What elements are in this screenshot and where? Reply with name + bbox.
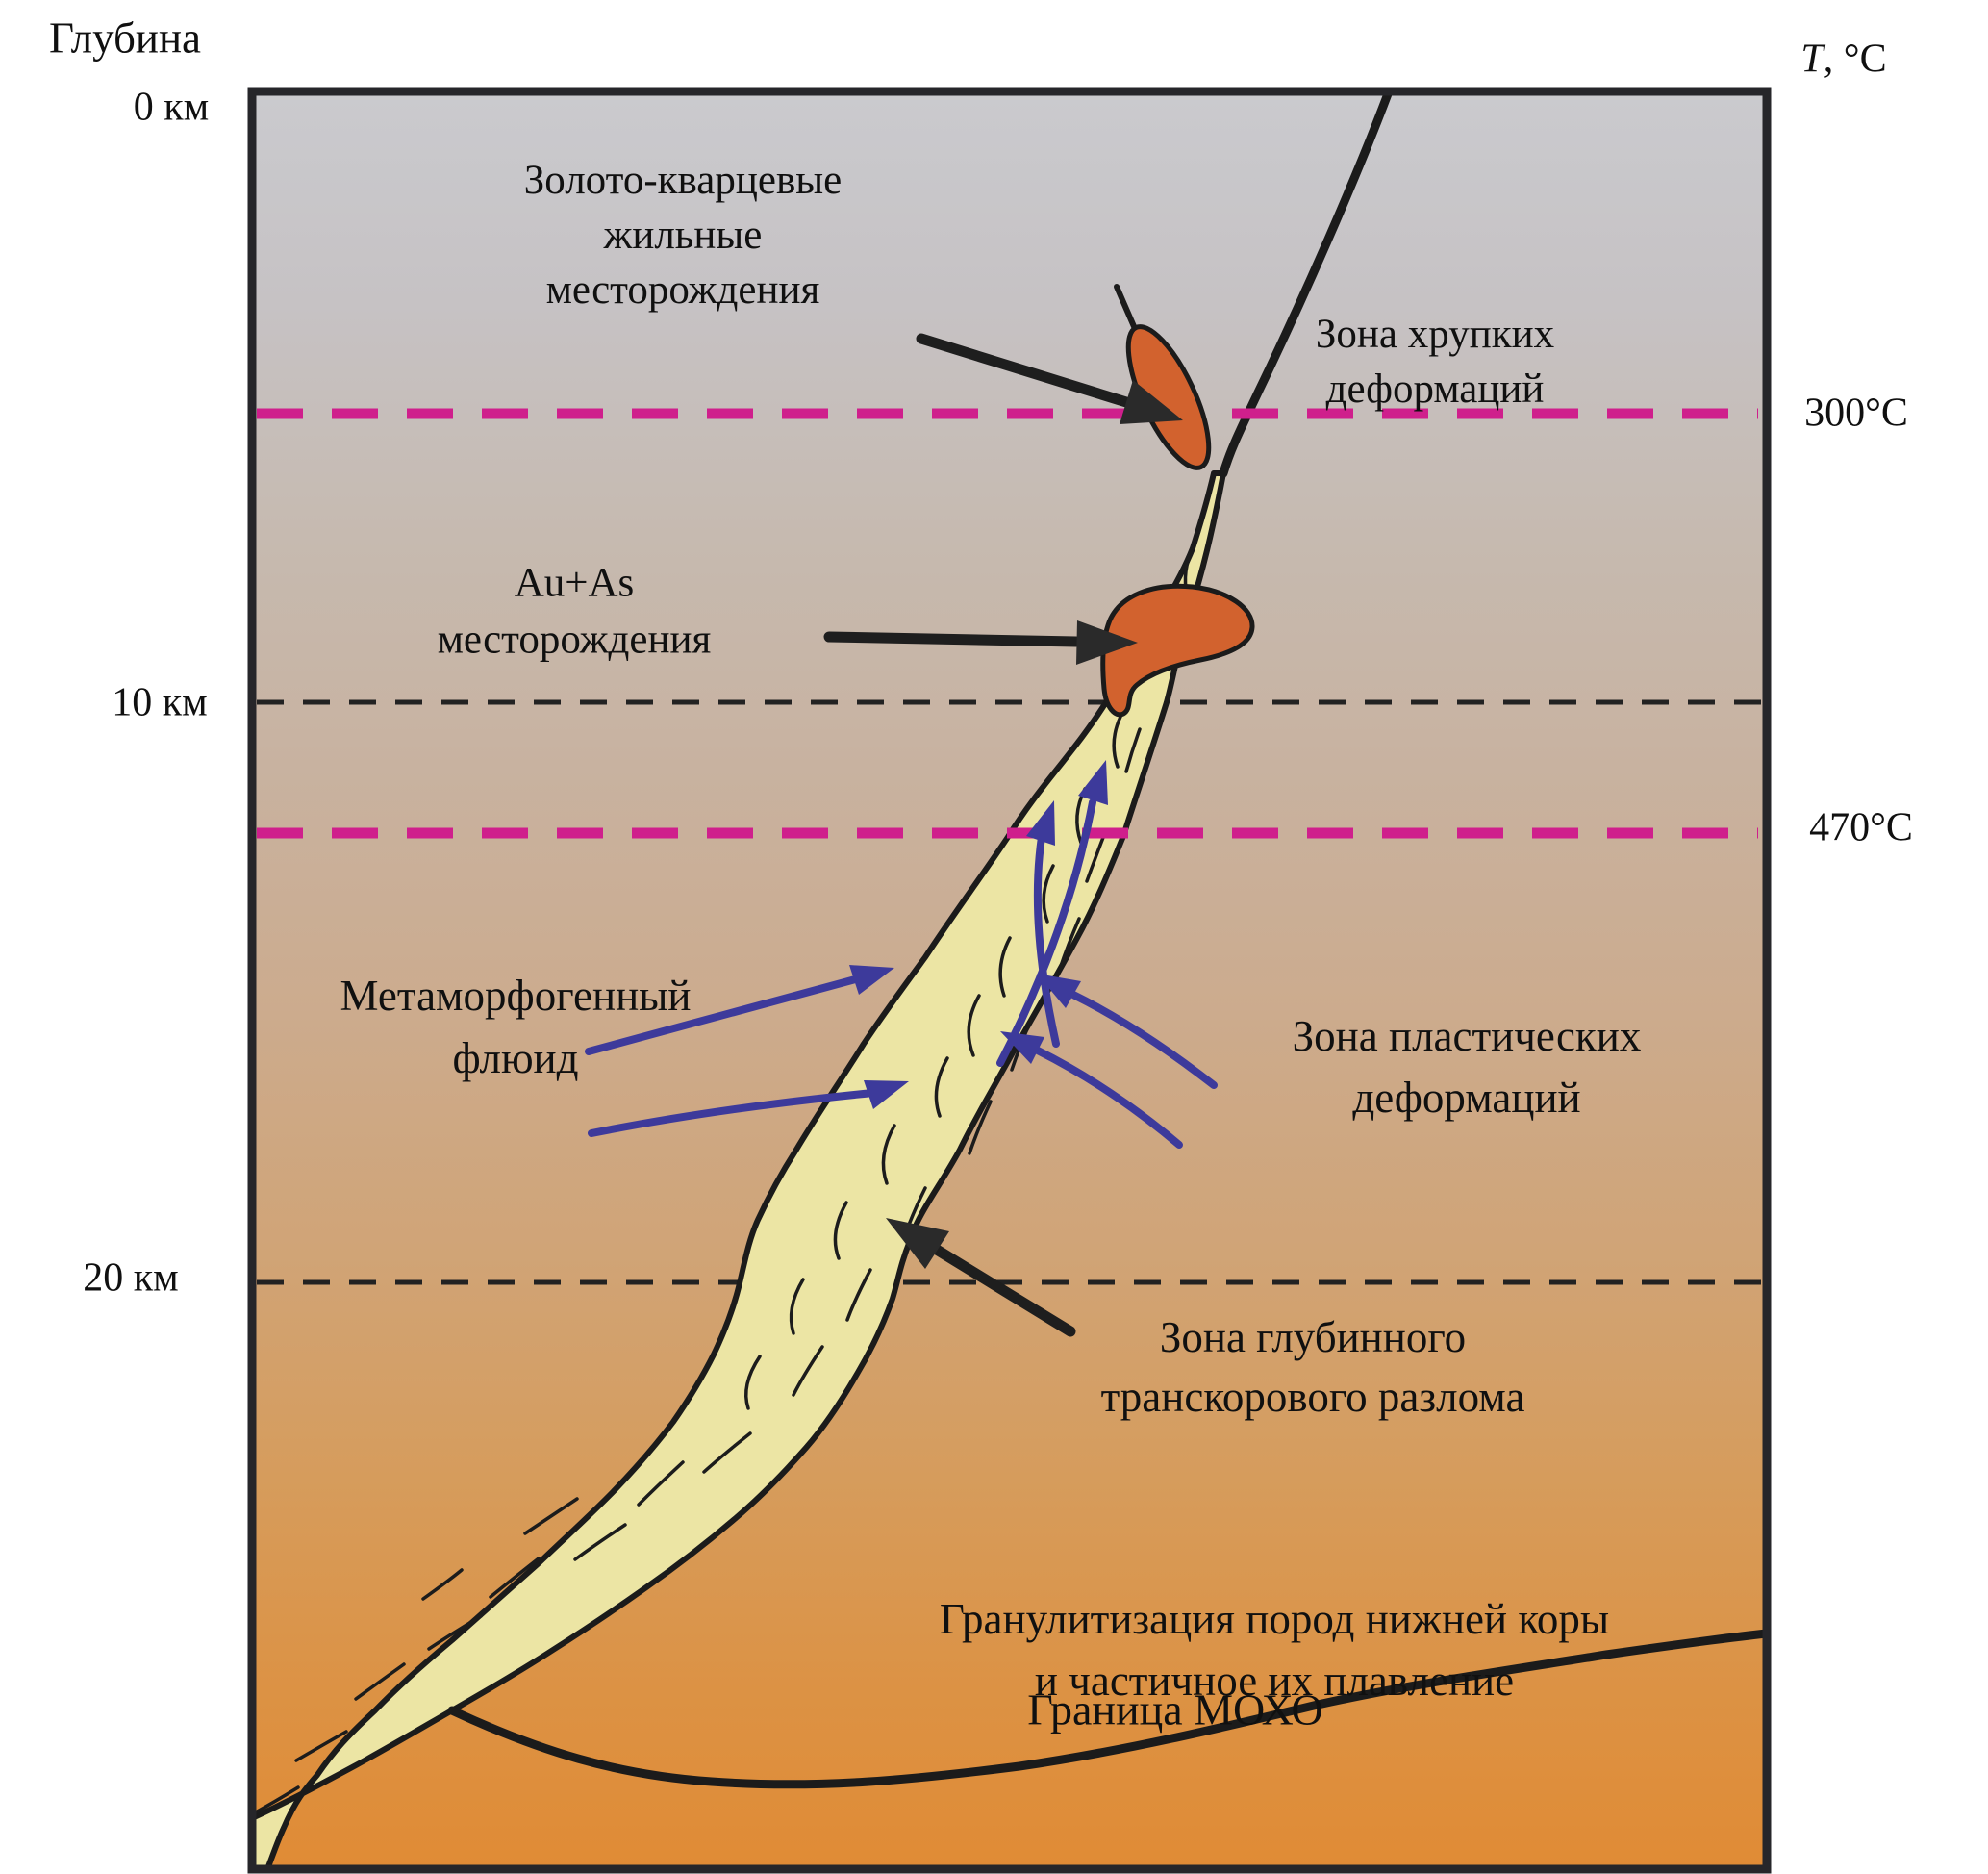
temp-tick-300: 300°C [1804,391,1908,436]
label-line: деформаций [1352,1074,1581,1122]
label-line: Зона глубинного [1159,1312,1467,1361]
annotation-arrows [823,333,1132,1337]
label-line: жильные [603,213,763,259]
fluid-arrow-right-1 [1069,991,1218,1089]
arrow-gold-quartz [916,333,1132,408]
depth-dashed-lines [257,699,1762,1285]
lens-feeder-line [1114,284,1139,334]
depth-tick-0km: 0 км [133,85,210,130]
fluid-arrows [585,798,1218,1149]
isotherm-dashed-lines [257,408,1758,839]
fluid-arrowheads [849,760,1108,1109]
label-line: и частичное их плавление [1034,1657,1515,1705]
temp-axis-symbol: T [1800,37,1824,82]
fault-zone-ribbon [249,470,1226,1872]
fluid-arrow-right-2 [1034,1047,1183,1149]
label-line: месторождения [437,618,712,663]
label-moho-boundary: Граница МОХО [1027,1684,1323,1735]
label-line: транскорового разлома [1100,1373,1525,1421]
label-line: Зона хрупких [1315,311,1555,357]
label-brittle-zone: Зона хрупких деформаций [1316,307,1554,417]
fracture-squiggles [250,551,1193,1816]
label-plastic-zone: Зона пластических деформаций [1293,1006,1642,1129]
depth-axis-title: Глубина [48,13,202,63]
arrow-deep-fault [931,1244,1076,1337]
temp-tick-470: 470°C [1809,805,1913,850]
arrow-au-as [823,631,1082,647]
label-metamorphic-fluid: Метаморфогенный флюид [340,965,691,1091]
temp-axis-unit: , °C [1823,37,1887,82]
label-deep-fault-zone: Зона глубинного транскорового разлома [1101,1307,1525,1427]
label-line: Au+As [514,560,635,606]
fluid-arrow-left-2 [588,1089,877,1137]
diagram-border [247,87,1772,1874]
fluid-arrow-inner-1 [996,798,1096,1067]
label-line: месторождения [545,267,820,314]
fluid-arrow-left-1 [585,975,863,1055]
temp-axis-title: T, °C [1800,33,1886,86]
annotation-arrowheads [886,380,1183,1269]
au-as-lens [1100,583,1255,718]
label-granulitization: Гранулитизация пород нижней коры и части… [940,1589,1609,1712]
label-line: деформаций [1325,367,1545,412]
fluid-arrow-inner-2 [1033,833,1060,1048]
brittle-fault-line [1219,87,1394,478]
label-line: Метаморфогенный [340,971,692,1020]
label-line: Зона пластических [1292,1012,1642,1061]
label-line: Золото-кварцевые [523,158,843,204]
label-line: Гранулитизация пород нижней коры [939,1595,1610,1644]
depth-tick-20km: 20 км [83,1255,179,1301]
depth-tick-10km: 10 км [112,680,208,725]
label-au-as-deposits: Au+As месторождения [438,555,712,670]
label-line: флюид [452,1034,579,1082]
moho-line [447,1629,1772,1789]
label-gold-quartz-veins: Золото-кварцевые жильные месторождения [524,153,843,318]
